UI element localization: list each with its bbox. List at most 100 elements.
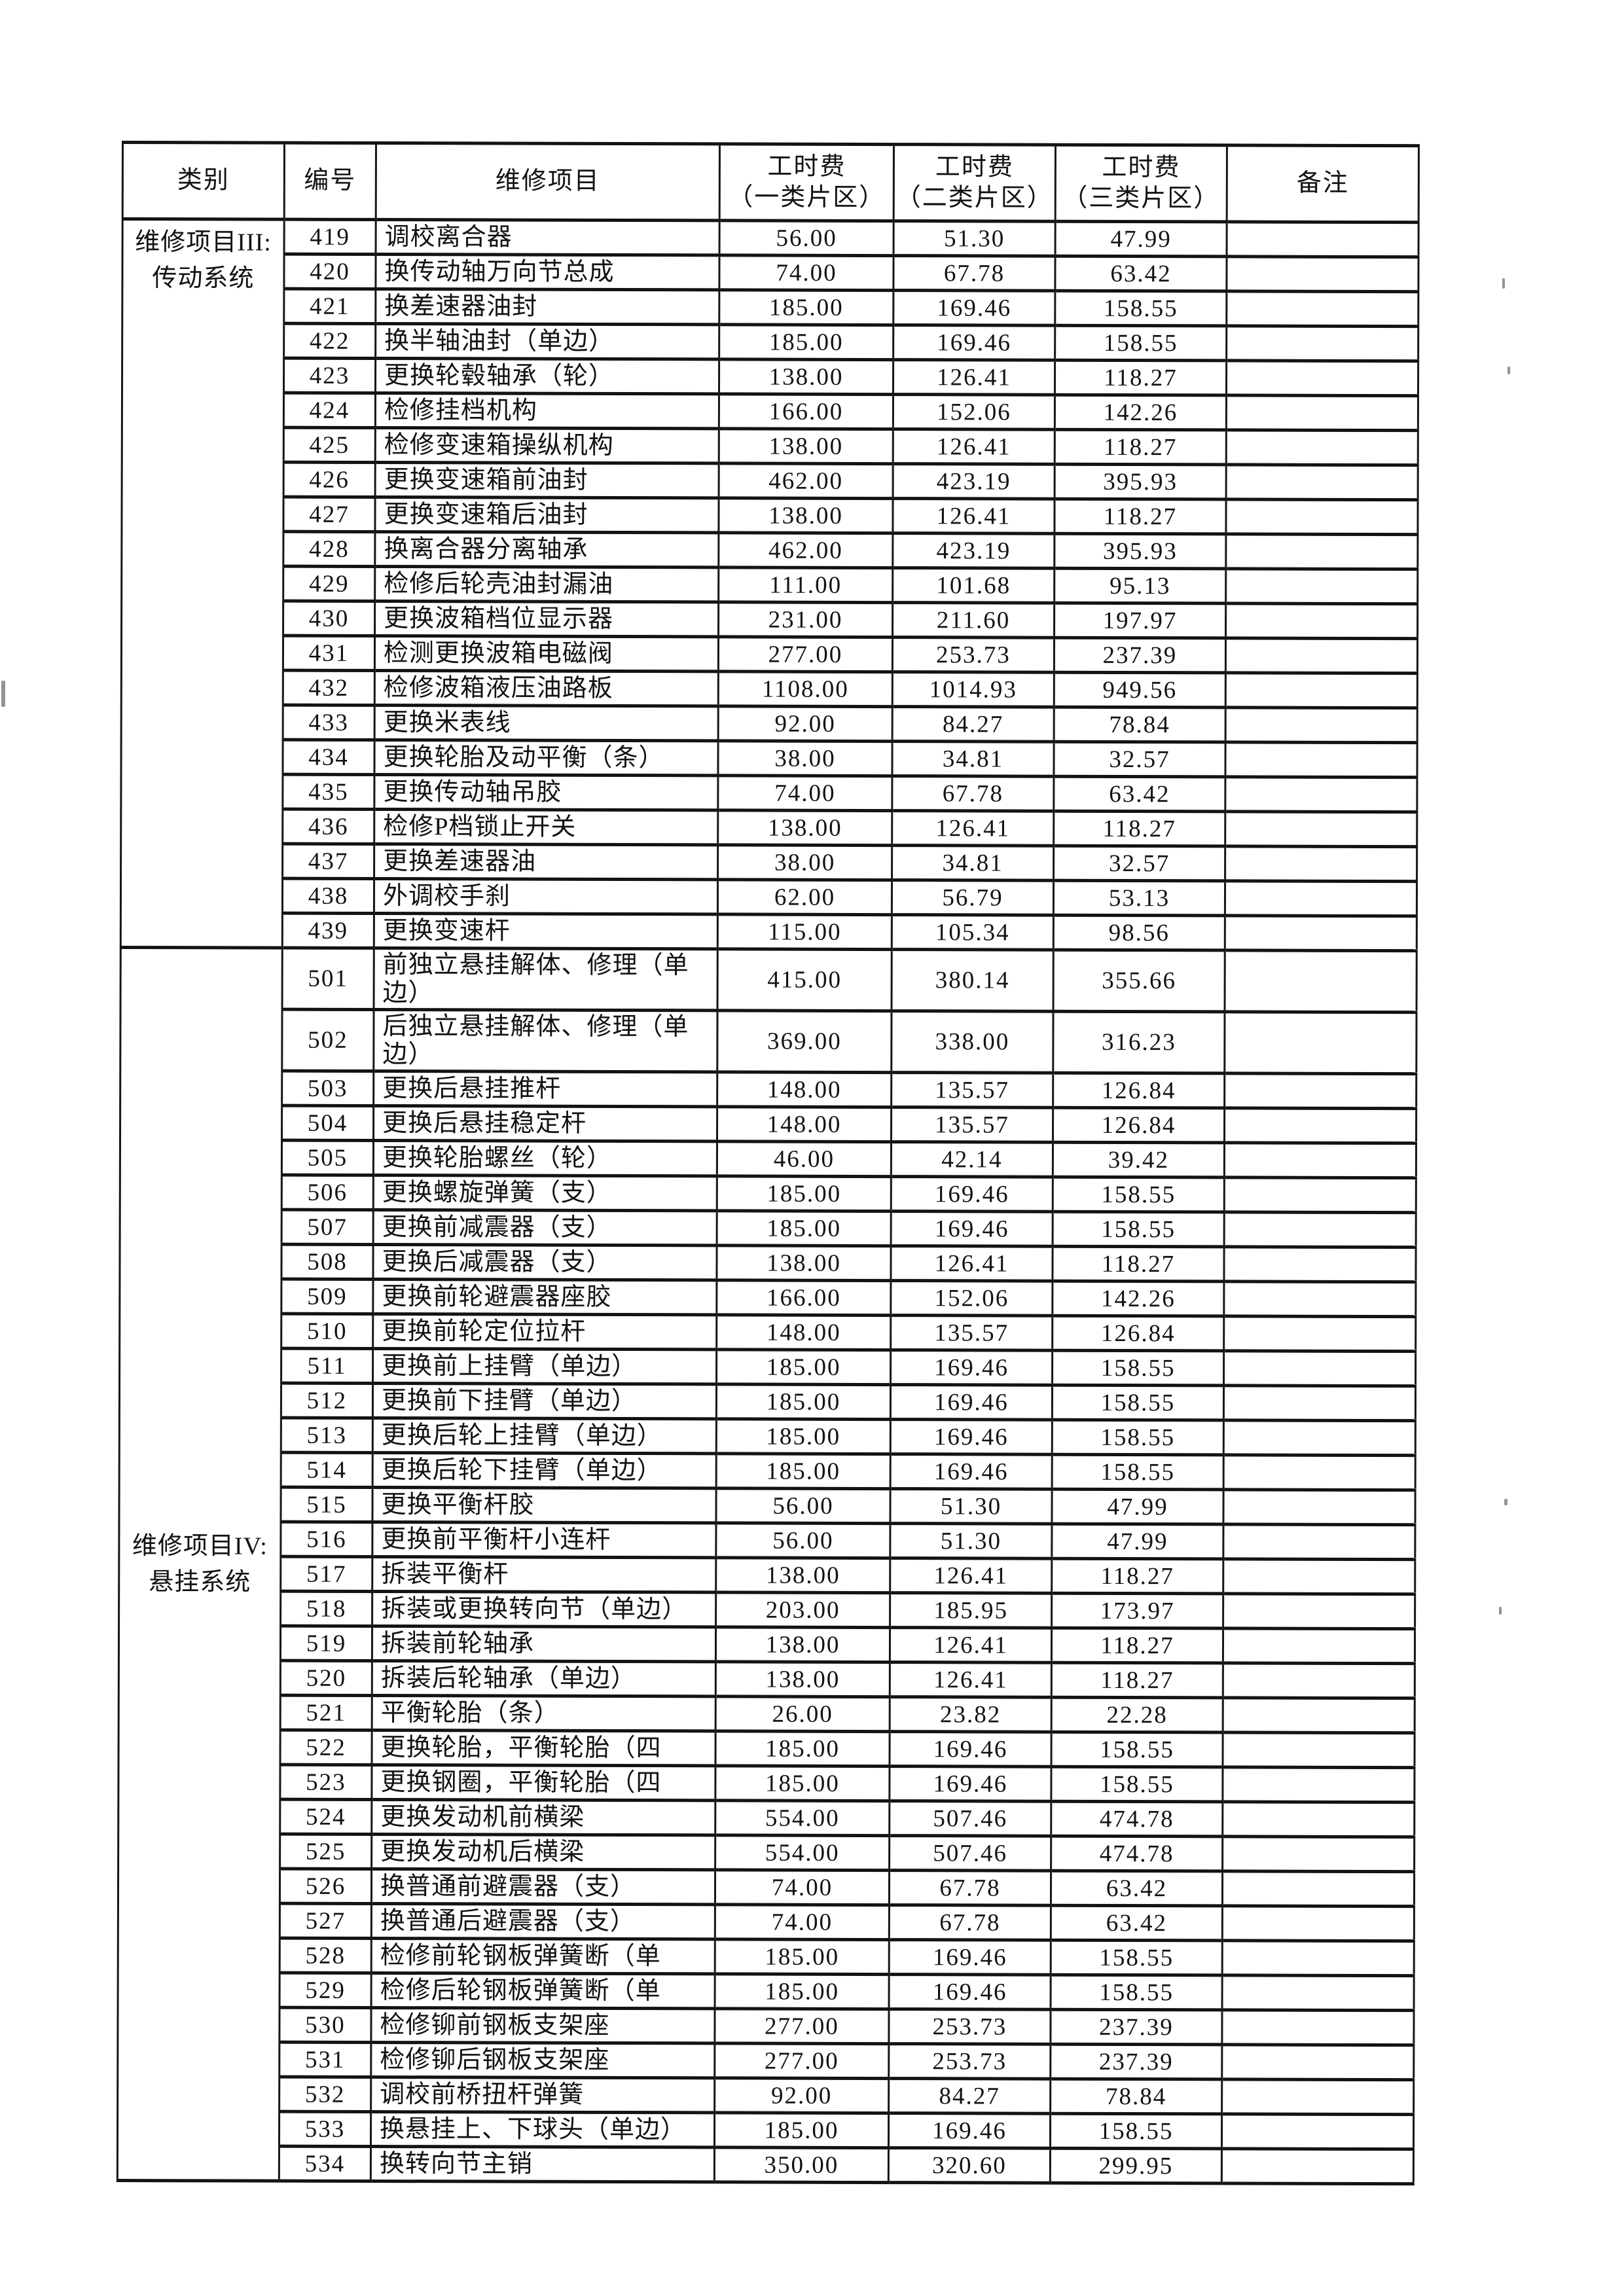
fee-zone1-cell: 462.00 <box>719 463 893 499</box>
fee-zone2-cell: 152.06 <box>893 394 1055 430</box>
fee-zone2-cell: 338.00 <box>891 1011 1054 1073</box>
fee-zone3-cell: 395.93 <box>1055 464 1227 499</box>
table-row: 438 外调校手刹 62.00 56.79 53.13 <box>120 878 1417 916</box>
remark-cell <box>1226 325 1418 361</box>
fee-zone2-cell: 169.46 <box>889 1766 1052 1802</box>
table-row: 428 换离合器分离轴承 462.00 423.19 395.93 <box>122 531 1418 569</box>
fee-zone2-cell: 42.14 <box>891 1141 1053 1177</box>
repair-item-cell: 更换后轮下挂臂（单边） <box>372 1452 717 1489</box>
fee-zone1-cell: 277.00 <box>714 2009 890 2044</box>
item-number-cell: 426 <box>283 462 376 497</box>
table-row: 436 检修P档锁止开关 138.00 126.41 118.27 <box>121 809 1417 847</box>
fee-zone2-cell: 67.78 <box>889 1905 1051 1941</box>
fee-zone3-cell: 158.55 <box>1052 1385 1224 1421</box>
fee-zone2-cell: 169.46 <box>893 325 1055 361</box>
remark-cell <box>1223 1628 1415 1664</box>
remark-cell <box>1225 568 1418 604</box>
fee-zone1-cell: 56.00 <box>715 1523 890 1558</box>
fee-zone1-cell: 166.00 <box>716 1280 891 1316</box>
item-number-cell: 502 <box>281 1009 374 1071</box>
remark-cell <box>1226 360 1418 396</box>
fee-zone1-cell: 185.00 <box>714 2113 889 2148</box>
remark-cell <box>1223 1247 1416 1282</box>
item-number-cell: 515 <box>280 1487 373 1522</box>
repair-item-cell: 检修铆后钢板支架座 <box>370 2042 715 2079</box>
fee-zone2-cell: 51.30 <box>890 1488 1053 1524</box>
repair-item-cell: 更换发动机后横梁 <box>371 1834 715 1871</box>
table-row: 533 换悬挂上、下球头（单边） 185.00 169.46 158.55 <box>117 2111 1414 2149</box>
remark-cell <box>1223 1663 1415 1698</box>
fee-zone2-cell: 253.73 <box>888 2043 1051 2079</box>
remark-cell <box>1223 1351 1416 1386</box>
fee-zone2-cell: 101.68 <box>892 567 1055 603</box>
repair-item-cell: 换传动轴万向节总成 <box>375 254 720 290</box>
fee-zone1-cell: 185.00 <box>717 1176 892 1211</box>
fee-zone1-cell: 74.00 <box>715 1905 890 1940</box>
repair-item-cell: 更换波箱档位显示器 <box>374 601 719 637</box>
fee-zone2-cell: 34.81 <box>892 845 1054 881</box>
fee-zone2-cell: 169.46 <box>889 1974 1051 2010</box>
fee-zone2-cell: 135.57 <box>890 1315 1053 1351</box>
fee-zone1-cell: 185.00 <box>715 1731 890 1767</box>
remark-cell <box>1224 1212 1416 1247</box>
fee-zone1-cell: 138.00 <box>715 1558 890 1593</box>
table-row: 439 更换变速杆 115.00 105.34 98.56 <box>120 912 1417 951</box>
table-row: 502 后独立悬挂解体、修理（单 边） 369.00 338.00 316.23 <box>120 1009 1417 1074</box>
fee-zone2-cell: 126.41 <box>892 810 1054 846</box>
fee-zone3-cell: 32.57 <box>1053 742 1226 777</box>
remark-cell <box>1223 1559 1415 1594</box>
remark-cell <box>1225 950 1417 1013</box>
remark-cell <box>1226 429 1418 465</box>
header-line: （一类片区） <box>728 183 886 212</box>
table-row: 423 更换轮毂轴承（轮） 138.00 126.41 118.27 <box>122 358 1418 396</box>
repair-item-cell: 换普通前避震器（支） <box>371 1869 715 1905</box>
item-number-cell: 433 <box>283 705 375 740</box>
col-header-fee-zone2: 工时费 （二类片区） <box>893 144 1056 222</box>
table-row: 516 更换前平衡杆小连杆 56.00 51.30 47.99 <box>119 1522 1415 1560</box>
fee-zone1-cell: 350.00 <box>714 2147 889 2183</box>
remark-cell <box>1226 291 1418 327</box>
fee-zone1-cell: 462.00 <box>718 532 893 568</box>
remark-cell <box>1226 395 1418 431</box>
item-number-cell: 506 <box>281 1175 374 1210</box>
remark-cell <box>1225 672 1418 708</box>
fee-zone3-cell: 158.55 <box>1051 1732 1223 1768</box>
repair-item-cell: 换离合器分离轴承 <box>374 531 719 567</box>
table-row: 435 更换传动轴吊胶 74.00 67.78 63.42 <box>121 774 1417 812</box>
fee-zone3-cell: 158.55 <box>1052 1454 1224 1490</box>
fee-zone2-cell: 56.79 <box>892 880 1054 916</box>
item-number-cell: 503 <box>281 1071 374 1106</box>
repair-item-cell: 检测更换波箱电磁阀 <box>374 636 719 672</box>
fee-zone2-cell: 126.41 <box>893 429 1055 465</box>
remark-cell <box>1225 880 1417 916</box>
fee-zone3-cell: 47.99 <box>1051 1524 1223 1560</box>
fee-zone1-cell: 554.00 <box>715 1801 890 1836</box>
fee-zone1-cell: 185.00 <box>719 324 893 360</box>
repair-item-cell: 更换变速杆 <box>374 913 718 949</box>
fee-zone1-cell: 185.00 <box>717 1211 892 1246</box>
remark-cell <box>1225 846 1417 882</box>
item-number-cell: 437 <box>282 844 374 879</box>
item-number-cell: 533 <box>279 2111 371 2147</box>
table-row: 维修项目IV: 悬挂系统 501 前独立悬挂解体、修理（单 边） 415.00 380.… <box>117 947 1417 2181</box>
table-row: 527 换普通后避震器（支） 74.00 67.78 63.42 <box>118 1903 1415 1941</box>
table-row: 523 更换钢圈，平衡轮胎（四 185.00 169.46 158.55 <box>118 1765 1415 1803</box>
fee-zone2-cell: 84.27 <box>888 2078 1051 2114</box>
table-row: 430 更换波箱档位显示器 231.00 211.60 197.97 <box>122 601 1418 639</box>
fee-zone1-cell: 185.00 <box>716 1419 891 1454</box>
fee-zone1-cell: 92.00 <box>718 706 893 742</box>
repair-item-cell: 更换轮毂轴承（轮） <box>375 358 719 394</box>
item-number-cell: 507 <box>281 1210 374 1245</box>
fee-zone2-cell: 423.19 <box>893 463 1055 499</box>
fee-zone3-cell: 32.57 <box>1053 846 1225 881</box>
fee-zone3-cell: 158.55 <box>1053 1211 1225 1247</box>
item-number-cell: 509 <box>281 1279 373 1314</box>
item-number-cell: 432 <box>283 670 375 706</box>
fee-zone1-cell: 138.00 <box>715 1662 890 1697</box>
fee-zone2-cell: 67.78 <box>892 776 1054 812</box>
remark-cell <box>1226 464 1418 500</box>
repair-item-cell: 检修前轮钢板弹簧断（单 <box>371 1938 715 1975</box>
remark-cell <box>1225 533 1418 569</box>
repair-item-cell: 更换前减震器（支） <box>373 1210 717 1246</box>
remark-cell <box>1221 2045 1414 2080</box>
